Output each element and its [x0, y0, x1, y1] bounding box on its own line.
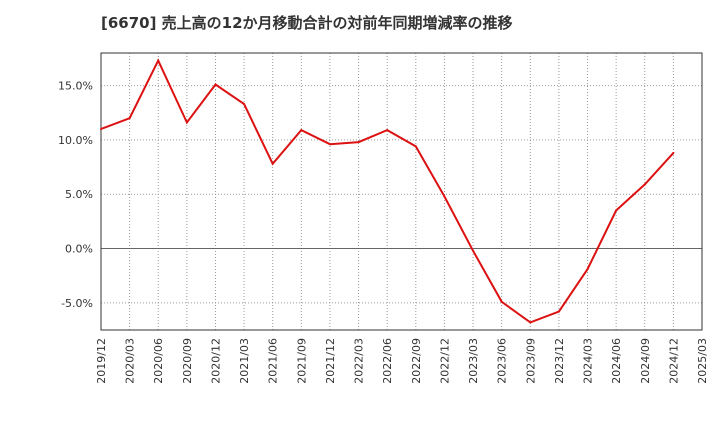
x-tick-label: 2023/06	[496, 338, 509, 384]
x-tick-label: 2025/03	[696, 338, 709, 384]
data-point	[529, 321, 532, 324]
data-point	[615, 209, 618, 212]
x-tick-label: 2024/03	[582, 338, 595, 384]
data-point	[100, 128, 102, 131]
data-point	[414, 145, 417, 148]
x-tick-label: 2024/12	[667, 338, 680, 384]
x-tick-label: 2020/12	[209, 338, 222, 384]
y-tick-label: 15.0%	[58, 80, 93, 93]
data-point	[443, 195, 446, 198]
x-tick-label: 2020/09	[181, 338, 194, 384]
x-tick-label: 2021/12	[324, 338, 337, 384]
y-tick-label: 5.0%	[65, 188, 93, 201]
data-point	[157, 59, 160, 62]
data-point	[300, 129, 303, 132]
data-point	[214, 83, 217, 86]
y-tick-label: 10.0%	[58, 134, 93, 147]
x-tick-label: 2022/12	[438, 338, 451, 384]
data-point	[672, 151, 675, 154]
chart-title: [6670] 売上高の12か月移動合計の対前年同期増減率の推移	[101, 14, 513, 32]
x-tick-label: 2021/06	[267, 338, 280, 384]
data-point	[185, 121, 188, 124]
data-point	[643, 183, 646, 186]
x-tick-label: 2021/09	[295, 338, 308, 384]
x-tick-label: 2022/06	[381, 338, 394, 384]
plot-frame	[100, 52, 703, 331]
x-tick-label: 2020/06	[152, 338, 165, 384]
data-point	[357, 141, 360, 144]
x-tick-label: 2020/03	[124, 338, 137, 384]
data-point	[586, 268, 589, 271]
x-tick-label: 2022/03	[353, 338, 366, 384]
y-tick-label: 0.0%	[65, 243, 93, 256]
x-tick-label: 2023/12	[553, 338, 566, 384]
x-tick-label: 2021/03	[238, 338, 251, 384]
data-point	[386, 129, 389, 132]
data-point	[271, 162, 274, 165]
data-point	[500, 300, 503, 303]
x-tick-label: 2023/03	[467, 338, 480, 384]
data-point	[128, 117, 131, 120]
data-point	[472, 249, 475, 252]
x-tick-label: 2024/09	[639, 338, 652, 384]
x-tick-label: 2023/09	[524, 338, 537, 384]
x-tick-label: 2019/12	[95, 338, 108, 384]
data-point	[557, 310, 560, 313]
data-point	[243, 103, 246, 106]
y-tick-label: -5.0%	[61, 297, 93, 310]
data-point	[328, 143, 331, 146]
x-tick-label: 2024/06	[610, 338, 623, 384]
x-tick-label: 2022/09	[410, 338, 423, 384]
